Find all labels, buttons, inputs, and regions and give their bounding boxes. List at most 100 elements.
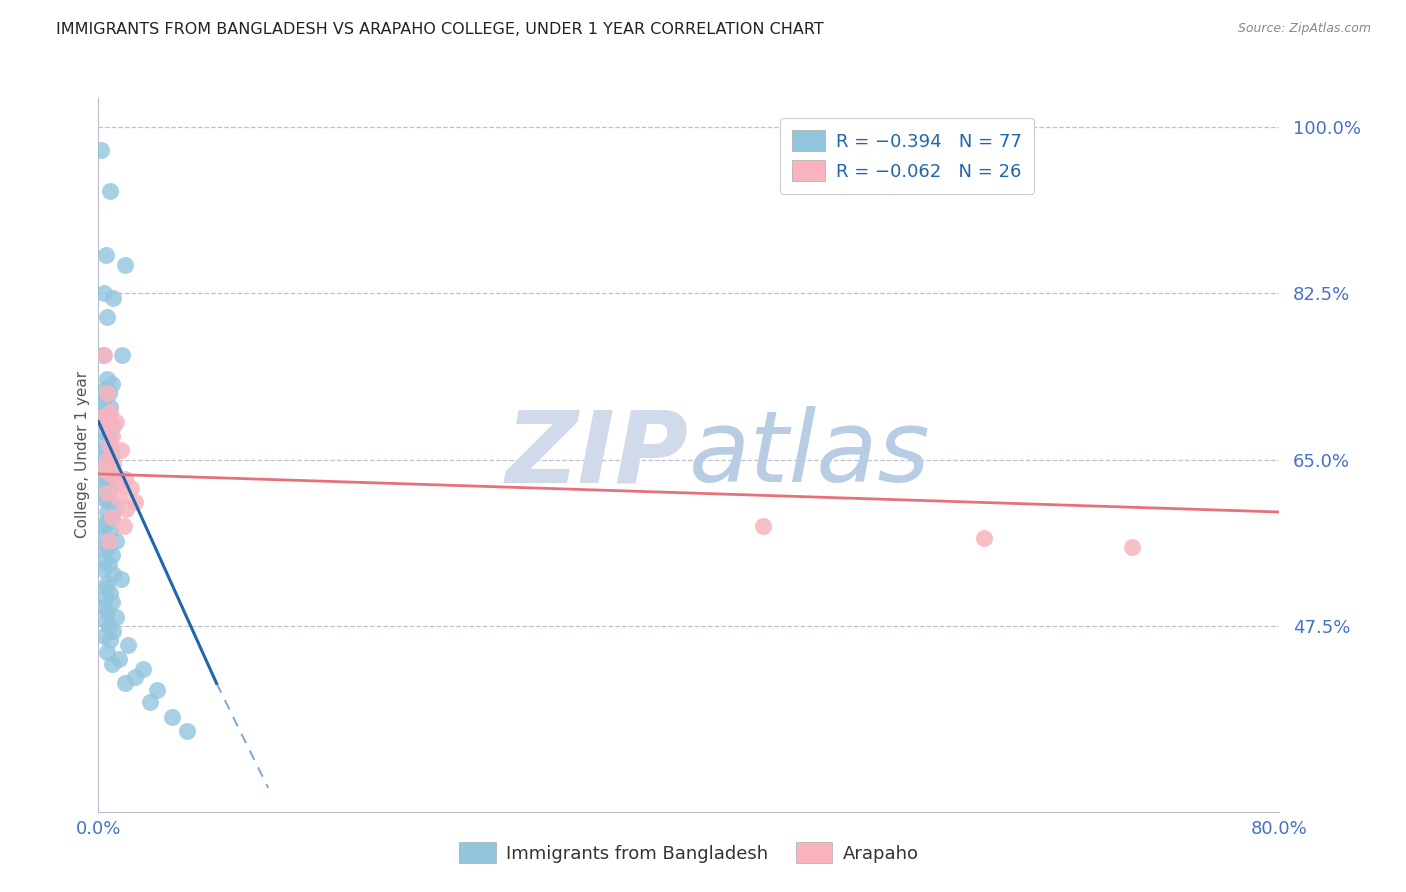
- Text: ZIP: ZIP: [506, 407, 689, 503]
- Point: [103, 566, 125, 581]
- Point: [124, 670, 146, 684]
- Point: [103, 470, 125, 484]
- Point: [111, 348, 134, 362]
- Point: [91, 409, 114, 424]
- Point: [93, 629, 115, 643]
- Point: [973, 531, 995, 545]
- Point: [108, 652, 131, 666]
- Point: [93, 519, 115, 533]
- Point: [96, 645, 118, 659]
- Point: [91, 562, 114, 576]
- Point: [97, 619, 120, 633]
- Point: [91, 600, 114, 615]
- Point: [96, 372, 118, 386]
- Point: [103, 458, 125, 472]
- Point: [100, 448, 122, 462]
- Point: [96, 576, 118, 591]
- Point: [94, 581, 117, 595]
- Point: [110, 443, 132, 458]
- Point: [94, 248, 117, 262]
- Point: [105, 415, 128, 429]
- Point: [103, 624, 125, 638]
- Point: [97, 462, 120, 476]
- Point: [97, 558, 120, 572]
- Text: atlas: atlas: [689, 407, 931, 503]
- Point: [124, 495, 146, 509]
- Point: [94, 543, 117, 558]
- Point: [93, 467, 115, 481]
- Point: [110, 572, 132, 586]
- Point: [93, 486, 115, 500]
- Point: [93, 552, 115, 566]
- Point: [96, 538, 118, 552]
- Point: [93, 391, 115, 405]
- Point: [97, 495, 120, 509]
- Point: [112, 519, 135, 533]
- Point: [114, 258, 136, 272]
- Point: [91, 395, 114, 409]
- Point: [132, 662, 155, 676]
- Point: [107, 476, 129, 491]
- Point: [93, 286, 115, 301]
- Point: [98, 467, 121, 481]
- Point: [97, 429, 120, 443]
- Point: [117, 638, 139, 652]
- Point: [93, 348, 115, 362]
- Point: [98, 633, 121, 648]
- Point: [96, 386, 118, 401]
- Point: [97, 533, 120, 548]
- Point: [103, 291, 125, 305]
- Point: [105, 609, 128, 624]
- Point: [98, 401, 121, 415]
- Point: [98, 405, 121, 419]
- Point: [96, 486, 118, 500]
- Point: [98, 185, 121, 199]
- Text: Source: ZipAtlas.com: Source: ZipAtlas.com: [1237, 22, 1371, 36]
- Point: [91, 491, 114, 505]
- Point: [114, 472, 136, 486]
- Point: [96, 310, 118, 324]
- Point: [98, 481, 121, 495]
- Point: [100, 509, 122, 524]
- Point: [96, 605, 118, 619]
- Point: [94, 419, 117, 434]
- Point: [115, 502, 138, 516]
- Text: IMMIGRANTS FROM BANGLADESH VS ARAPAHO COLLEGE, UNDER 1 YEAR CORRELATION CHART: IMMIGRANTS FROM BANGLADESH VS ARAPAHO CO…: [56, 22, 824, 37]
- Point: [100, 429, 122, 443]
- Point: [91, 434, 114, 448]
- Point: [751, 519, 773, 533]
- Point: [94, 615, 117, 629]
- Point: [100, 595, 122, 609]
- Point: [91, 458, 114, 472]
- Point: [108, 491, 131, 505]
- Point: [96, 474, 118, 488]
- Point: [103, 419, 125, 434]
- Y-axis label: College, Under 1 year: College, Under 1 year: [75, 371, 90, 539]
- Point: [93, 462, 115, 476]
- Point: [91, 529, 114, 543]
- Point: [93, 445, 115, 459]
- Point: [139, 695, 162, 709]
- Point: [105, 533, 128, 548]
- Point: [98, 524, 121, 538]
- Point: [98, 438, 121, 452]
- Point: [96, 409, 118, 424]
- Point: [100, 548, 122, 562]
- Point: [100, 657, 122, 672]
- Point: [94, 476, 117, 491]
- Point: [162, 709, 183, 723]
- Point: [104, 500, 127, 515]
- Point: [90, 405, 112, 419]
- Point: [94, 415, 117, 429]
- Legend: Immigrants from Bangladesh, Arapaho: Immigrants from Bangladesh, Arapaho: [453, 835, 925, 871]
- Point: [96, 505, 118, 519]
- Point: [97, 386, 120, 401]
- Point: [94, 515, 117, 529]
- Point: [146, 682, 169, 697]
- Point: [93, 424, 115, 438]
- Point: [98, 586, 121, 600]
- Point: [93, 591, 115, 605]
- Point: [114, 676, 136, 690]
- Point: [100, 509, 122, 524]
- Point: [1121, 540, 1143, 554]
